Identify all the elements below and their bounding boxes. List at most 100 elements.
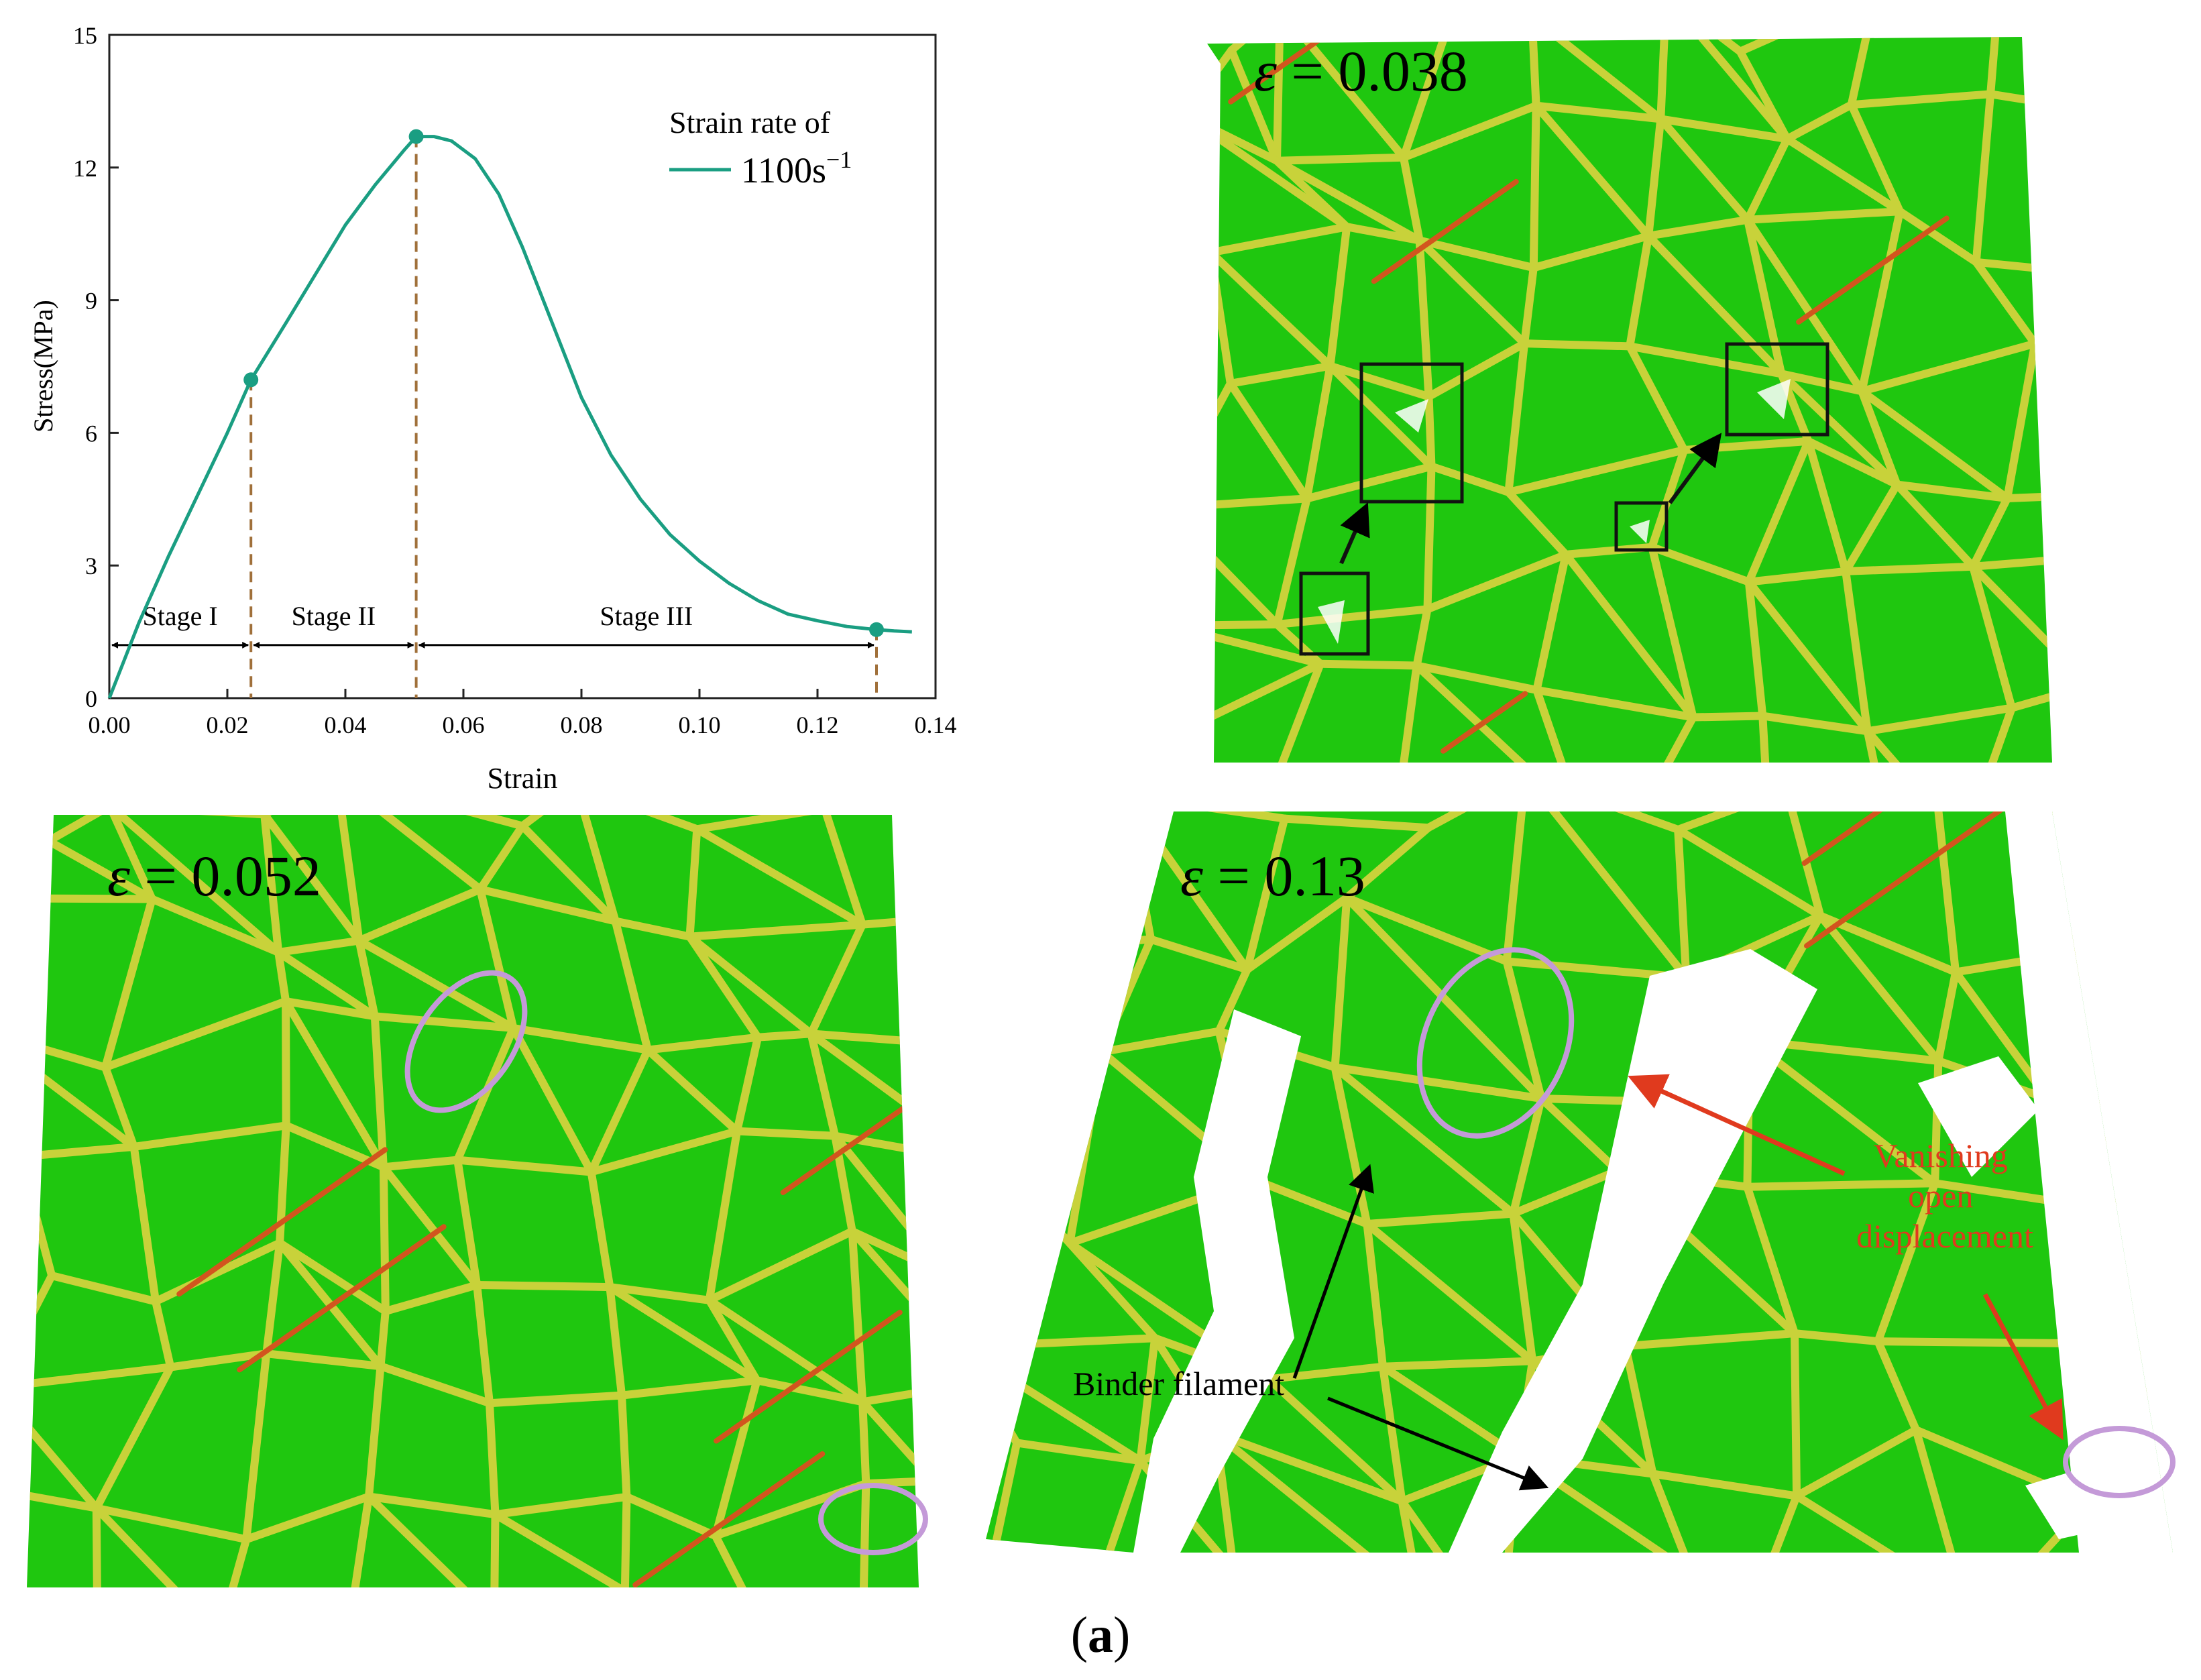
key-point-marker bbox=[243, 372, 259, 388]
grain-boundary bbox=[20, 1493, 23, 1591]
grain-boundary bbox=[473, 1281, 614, 1292]
grain-boundary bbox=[807, 1029, 919, 1167]
grain-boundary bbox=[848, 1227, 919, 1386]
grain-boundary bbox=[1744, 437, 1813, 586]
grain-boundary bbox=[1326, 361, 1436, 471]
grain-boundary bbox=[1746, 1036, 1939, 1188]
grain-boundary bbox=[1147, 935, 1251, 974]
grain-boundary bbox=[831, 1131, 919, 1280]
grain-boundary bbox=[986, 935, 1155, 956]
damage-boxes bbox=[1299, 342, 1829, 656]
grain-boundary bbox=[101, 1063, 138, 1151]
grain-boundary bbox=[1265, 1362, 1387, 1384]
grain-boundary bbox=[1842, 480, 1901, 575]
grain-boundary bbox=[1674, 811, 1791, 834]
legend-title: Strain rate of bbox=[669, 105, 831, 139]
grain-boundary bbox=[379, 1156, 462, 1172]
grain-boundary bbox=[986, 811, 1129, 828]
grain-boundary bbox=[1969, 549, 2052, 571]
grain-boundary bbox=[1379, 1362, 1406, 1506]
grain-boundary bbox=[2140, 811, 2173, 839]
highlight-ellipse bbox=[404, 970, 528, 1113]
grain-boundary bbox=[1893, 480, 1977, 571]
grain-boundary bbox=[476, 885, 518, 1032]
grain-boundary bbox=[2190, 1201, 2194, 1372]
grain-boundary bbox=[1858, 387, 2012, 502]
grain-boundary bbox=[332, 815, 363, 945]
binder-label: Binder filament bbox=[1073, 1365, 1284, 1402]
grain-boundary bbox=[1644, 231, 1786, 378]
grain-boundary bbox=[274, 948, 379, 1021]
grain-boundary bbox=[1013, 1439, 1145, 1465]
y-ticks: 0 3 6 9 12 15 bbox=[73, 22, 119, 712]
grain-boundary bbox=[1863, 727, 1887, 763]
crack-band bbox=[714, 1309, 903, 1444]
black-arrow bbox=[1292, 1164, 1374, 1379]
grain-boundary bbox=[1504, 339, 1529, 496]
grain-boundary bbox=[381, 1281, 482, 1316]
grain-boundary bbox=[606, 1283, 761, 1385]
crack-band bbox=[1441, 691, 1528, 754]
key-point-marker bbox=[408, 129, 424, 144]
grain-boundary bbox=[986, 1592, 1077, 1593]
grain-boundary bbox=[2068, 815, 2096, 958]
grain-boundary bbox=[622, 1492, 720, 1541]
red-arrows bbox=[1628, 1074, 2064, 1441]
y-tick-label: 15 bbox=[73, 22, 97, 49]
grain-boundary bbox=[260, 815, 283, 956]
grain-boundary bbox=[2003, 339, 2039, 502]
grain-boundary bbox=[355, 885, 485, 945]
grain-boundary bbox=[693, 815, 829, 834]
grain-boundary bbox=[986, 1439, 1021, 1553]
grain-boundary bbox=[1423, 550, 1570, 614]
grain-boundary bbox=[685, 825, 701, 941]
grain-boundary bbox=[2190, 1201, 2194, 1310]
damage-box bbox=[1299, 571, 1370, 656]
damage-box bbox=[1725, 342, 1829, 437]
grain-boundary bbox=[1674, 826, 1825, 920]
grain-boundary bbox=[518, 815, 581, 830]
grain-boundary bbox=[1423, 462, 1436, 614]
grain-boundary bbox=[1847, 101, 1904, 216]
grain-boundary bbox=[1972, 90, 1995, 266]
grain-boundary bbox=[572, 815, 701, 834]
grain-boundary bbox=[379, 1163, 482, 1289]
grain-boundary bbox=[986, 1343, 1021, 1447]
stage-arrows: Stage I Stage II Stage III bbox=[111, 601, 874, 649]
grain-boundary bbox=[105, 815, 156, 903]
grain-boundary bbox=[1874, 1337, 2090, 1348]
grain-boundary bbox=[1793, 1426, 1921, 1500]
grain-boundary bbox=[1343, 893, 1546, 1103]
grain-boundary bbox=[1972, 258, 2052, 282]
black-arrows bbox=[1292, 1164, 1549, 1491]
black-arrow bbox=[1327, 1396, 1549, 1491]
grain-boundary bbox=[1502, 811, 1530, 966]
highlight-ellipse bbox=[1416, 947, 1575, 1139]
grain-boundary bbox=[365, 1492, 500, 1519]
grain-boundary bbox=[1692, 1573, 1760, 1593]
grain-boundary bbox=[1662, 37, 1791, 144]
grain-boundary bbox=[685, 920, 866, 941]
grain-boundary bbox=[1427, 462, 1513, 496]
grain-boundary bbox=[1626, 231, 1653, 351]
grain-boundary bbox=[754, 1029, 815, 1042]
grain-boundary bbox=[1521, 811, 1683, 834]
grain-boundary bbox=[1626, 342, 1786, 378]
grain-boundary bbox=[1250, 1176, 1371, 1228]
grain-boundary bbox=[1363, 1220, 1387, 1371]
grain-boundary bbox=[1212, 1429, 1406, 1506]
highlight-ellipse bbox=[2063, 1426, 2176, 1498]
grain-boundary bbox=[1842, 562, 1977, 575]
grain-boundary bbox=[1097, 1027, 1223, 1056]
grain-boundary bbox=[44, 815, 114, 845]
grain-boundary bbox=[370, 1012, 388, 1172]
x-tick-label: 0.02 bbox=[207, 712, 249, 738]
grain-boundary bbox=[1847, 90, 1995, 109]
grain-boundary bbox=[332, 815, 485, 894]
grain-boundary bbox=[2013, 1585, 2193, 1593]
grain-boundary bbox=[1398, 1497, 1424, 1553]
grain-boundary bbox=[1207, 248, 1335, 370]
vanishing-label: Vanishing open displacement bbox=[1856, 1137, 2033, 1255]
grain-boundary bbox=[1265, 1375, 1406, 1506]
crack-band bbox=[1801, 811, 1933, 866]
